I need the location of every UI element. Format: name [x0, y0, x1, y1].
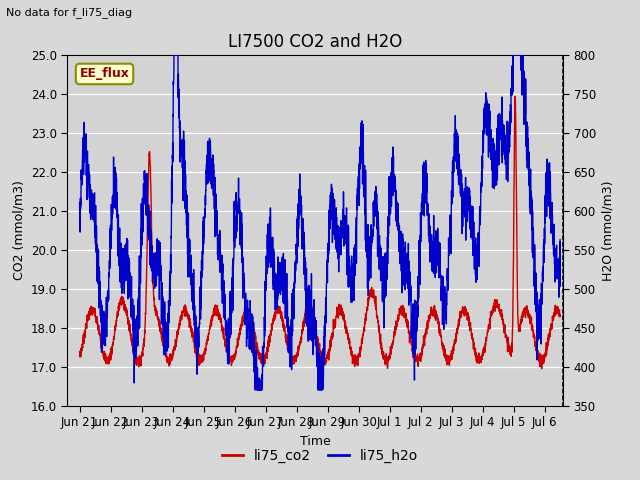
X-axis label: Time: Time	[300, 434, 331, 447]
Title: LI7500 CO2 and H2O: LI7500 CO2 and H2O	[228, 33, 403, 51]
Y-axis label: H2O (mmol/m3): H2O (mmol/m3)	[602, 180, 614, 281]
Legend: li75_co2, li75_h2o: li75_co2, li75_h2o	[216, 443, 424, 468]
Text: No data for f_li75_diag: No data for f_li75_diag	[6, 7, 132, 18]
Text: EE_flux: EE_flux	[79, 68, 129, 81]
Y-axis label: CO2 (mmol/m3): CO2 (mmol/m3)	[12, 180, 25, 280]
